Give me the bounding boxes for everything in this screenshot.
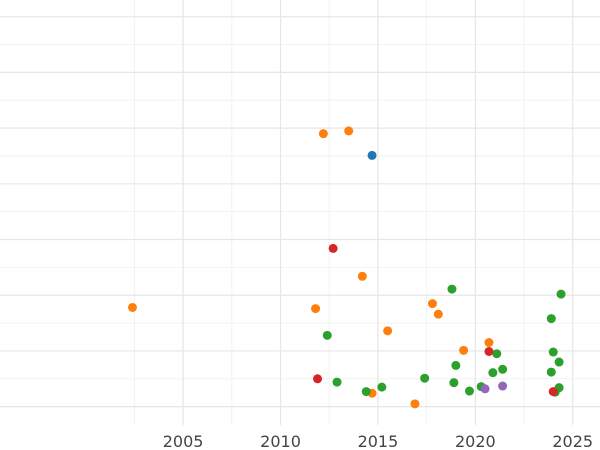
minor-gridlines — [0, 0, 600, 425]
scatter-point-purple — [498, 381, 508, 391]
scatter-point-green — [464, 386, 474, 396]
scatter-point-green — [322, 330, 332, 340]
major-gridlines — [0, 0, 600, 425]
scatter-point-green — [361, 387, 371, 397]
scatter-point-orange — [318, 129, 328, 139]
scatter-point-orange — [459, 345, 469, 355]
scatter-point-green — [492, 349, 502, 359]
scatter-point-green — [332, 377, 342, 387]
x-tick-label: 2010 — [260, 432, 301, 450]
scatter-point-red — [484, 346, 494, 356]
scatter-point-orange — [311, 304, 321, 314]
scatter-point-green — [377, 382, 387, 392]
scatter-point-green — [420, 373, 430, 383]
scatter-point-orange — [433, 309, 443, 319]
scatter-point-green — [447, 284, 457, 294]
x-tick-label: 2005 — [163, 432, 204, 450]
scatter-point-green — [554, 357, 564, 367]
x-tick-label: 2015 — [358, 432, 399, 450]
scatter-point-green — [556, 289, 566, 299]
scatter-point-green — [546, 314, 556, 324]
x-tick-label: 2020 — [455, 432, 496, 450]
scatter-point-red — [328, 243, 338, 253]
scatter-point-purple — [480, 384, 490, 394]
scatter-point-red — [313, 374, 323, 384]
scatter-point-green — [548, 347, 558, 357]
x-tick-labels: 2005 2010 2015 2020 2025 — [163, 432, 593, 450]
scatter-point-orange — [357, 271, 367, 281]
scatter-point-green — [449, 378, 459, 388]
scatter-point-green — [488, 368, 498, 378]
scatter-point-green — [498, 364, 508, 374]
scatter-point-blue — [367, 150, 377, 160]
scatter-point-orange — [410, 399, 420, 409]
scatter-point-orange — [427, 299, 437, 309]
scatter-point-orange — [344, 126, 354, 136]
scatter-point-orange — [127, 302, 137, 312]
x-tick-label: 2025 — [552, 432, 593, 450]
data-points — [127, 126, 566, 409]
scatter-point-orange — [484, 338, 494, 348]
scatter-point-green — [546, 367, 556, 377]
scatter-point-orange — [383, 326, 393, 336]
scatter-point-red — [548, 387, 558, 397]
scatter-point-green — [451, 360, 461, 370]
